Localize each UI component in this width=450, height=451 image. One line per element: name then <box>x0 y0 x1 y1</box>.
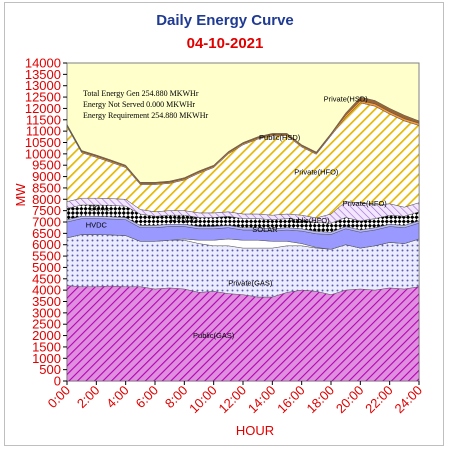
x-tick-label: 14:00 <box>245 383 279 417</box>
series-annotation: Private(GAS) <box>228 279 273 288</box>
summary-requirement: Energy Requirement 254.880 MKWHr <box>83 111 208 120</box>
series-annotation: SOLAR <box>252 225 278 234</box>
y-tick-label: 7000 <box>32 215 61 230</box>
series-annotation: HYDRO <box>171 216 198 225</box>
x-tick-label: 4:00 <box>103 383 132 412</box>
y-tick-label: 12500 <box>25 90 61 105</box>
y-tick-label: 6500 <box>32 226 61 241</box>
y-tick-label: 8000 <box>32 192 61 207</box>
y-tick-label: 5000 <box>32 260 61 275</box>
y-tick-label: 2000 <box>32 328 61 343</box>
y-tick-label: 1000 <box>32 351 61 366</box>
y-tick-label: 9000 <box>32 169 61 184</box>
series-annotation: HVDC <box>86 221 108 230</box>
x-tick-label: 20:00 <box>333 383 367 417</box>
area-private-hsd <box>66 96 420 184</box>
y-tick-label: 11500 <box>26 112 61 127</box>
series-annotation: Public(GAS) <box>193 331 235 340</box>
series-annotation: COAL <box>89 204 109 213</box>
y-tick-label: 3000 <box>32 305 61 320</box>
y-tick-label: 8500 <box>32 180 61 195</box>
chart-title: Daily Energy Curve <box>156 12 294 29</box>
y-tick-label: 13000 <box>25 78 61 93</box>
x-tick-label: 18:00 <box>304 383 338 417</box>
x-tick-label: 0:00 <box>45 383 74 412</box>
x-tick-label: 16:00 <box>274 383 308 417</box>
energy-summary: Total Energy Gen 254.880 MKWHr Energy No… <box>83 89 208 120</box>
y-tick-label: 7500 <box>32 203 61 218</box>
y-tick-label: 1500 <box>32 339 61 354</box>
chart-frame: Daily Energy Curve 04-10-2021 0 500 1000 15… <box>4 2 444 446</box>
y-tick-label: 13500 <box>25 67 61 82</box>
summary-total-gen: Total Energy Gen 254.880 MKWHr <box>83 89 199 98</box>
y-tick-label: 14000 <box>25 56 61 71</box>
series-annotation: Private(HFO) <box>343 199 388 208</box>
area-public-gas <box>66 285 420 382</box>
series-annotation: Private(HFO) <box>294 167 339 176</box>
x-tick-label: 2:00 <box>74 383 103 412</box>
y-tick-label: 4000 <box>32 283 61 298</box>
y-tick-label: 0 <box>54 374 61 389</box>
y-tick-label: 6000 <box>32 237 61 252</box>
y-tick-label: 2500 <box>32 317 61 332</box>
series-labels: Public(GAS) Private(GAS) SOLAR HYDRO HVDC COA… <box>86 95 388 340</box>
x-tick-label: 24:00 <box>392 383 426 417</box>
y-tick-label: 4500 <box>32 271 61 286</box>
series-annotation: Public(HSD) <box>259 133 301 142</box>
x-tick-label: 6:00 <box>133 383 162 412</box>
series-annotation: Private(HSD) <box>324 95 369 104</box>
x-tick-label: 22:00 <box>362 383 396 417</box>
y-tick-label: 11000 <box>26 124 61 139</box>
chart-subtitle: 04-10-2021 <box>187 35 264 52</box>
y-tick-label: 12000 <box>25 101 61 116</box>
y-tick-label: 3500 <box>32 294 61 309</box>
y-axis-label: MW <box>13 183 28 207</box>
x-axis-label: HOUR <box>236 423 274 438</box>
y-tick-label: 10000 <box>25 146 61 161</box>
y-tick-label: 9500 <box>32 158 61 173</box>
x-tick-label: 12:00 <box>216 383 250 417</box>
y-axis: 0500100015002000250030003500400045005000… <box>25 56 67 389</box>
x-axis: 0:00 2:00 4:00 6:00 8:0010:0012:0014:0016:00… <box>45 381 426 417</box>
area-series <box>66 96 420 382</box>
series-annotation: Public(HFO) <box>288 216 330 225</box>
y-tick-label: 10500 <box>25 135 61 150</box>
y-tick-label: 5500 <box>32 249 61 264</box>
y-tick-label: 500 <box>39 362 61 377</box>
summary-not-served: Energy Not Served 0.000 MKWHr <box>83 100 195 109</box>
x-tick-label: 10:00 <box>186 383 220 417</box>
energy-chart: Daily Energy Curve 04-10-2021 0500100015… <box>13 12 426 438</box>
